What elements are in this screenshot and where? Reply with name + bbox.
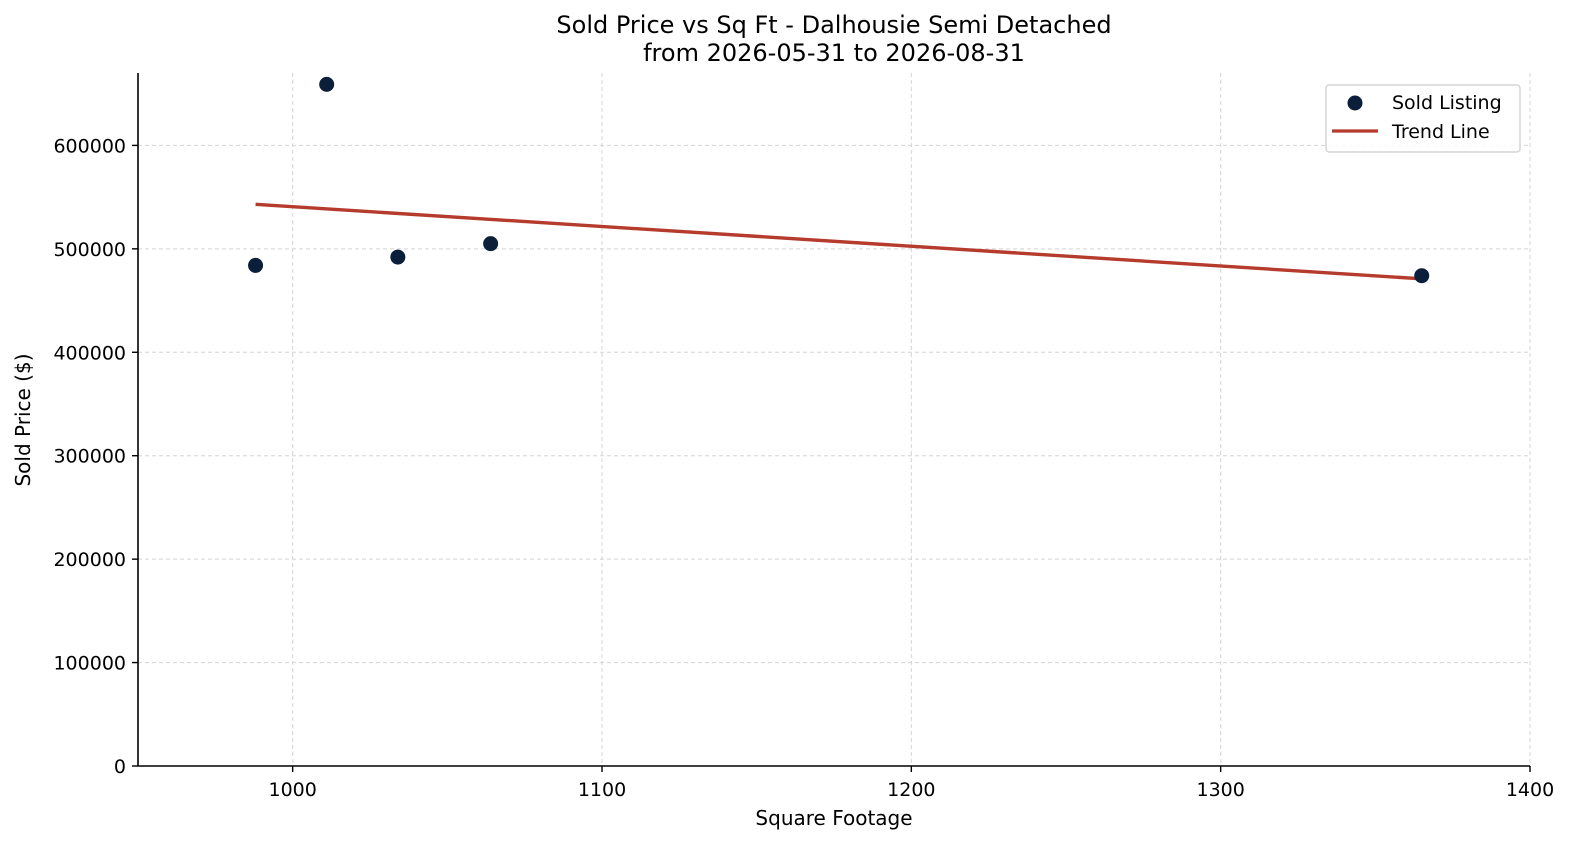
legend-label-sold-listing: Sold Listing	[1392, 92, 1502, 114]
legend-label-trend-line: Trend Line	[1391, 121, 1490, 143]
x-tick-label: 1100	[578, 779, 626, 801]
data-point	[390, 249, 406, 265]
chart-subtitle: from 2026-05-31 to 2026-08-31	[643, 39, 1025, 67]
legend-box	[1325, 84, 1521, 153]
data-point	[1414, 268, 1430, 284]
x-tick-label: 1200	[887, 779, 935, 801]
y-tick-label: 300000	[53, 446, 126, 468]
data-point	[483, 236, 499, 252]
legend: Sold Listing Trend Line	[1325, 84, 1521, 153]
chart-title: Sold Price vs Sq Ft - Dalhousie Semi Det…	[556, 11, 1111, 39]
data-point	[248, 257, 264, 273]
x-axis-ticks: 1000 1100 1200 1300 1400	[268, 766, 1554, 801]
y-axis-label: Sold Price ($)	[11, 353, 35, 486]
x-axis-label: Square Footage	[755, 806, 912, 830]
y-tick-label: 0	[114, 756, 126, 778]
y-tick-label: 500000	[53, 239, 126, 261]
axes	[137, 73, 1530, 767]
legend-marker-sold-listing	[1347, 95, 1363, 111]
trend-line	[255, 202, 1422, 281]
y-tick-label: 600000	[53, 135, 126, 157]
gridlines	[138, 73, 1531, 766]
y-axis-ticks: 0 100000 200000 300000 400000 500000 600000	[53, 135, 138, 778]
data-point	[319, 76, 335, 92]
y-tick-label: 200000	[53, 549, 126, 571]
x-tick-label: 1400	[1506, 779, 1554, 801]
x-tick-label: 1000	[268, 779, 316, 801]
plot-marks	[248, 76, 1430, 284]
y-tick-label: 400000	[53, 342, 126, 364]
x-tick-label: 1300	[1196, 779, 1244, 801]
y-tick-label: 100000	[53, 653, 126, 675]
